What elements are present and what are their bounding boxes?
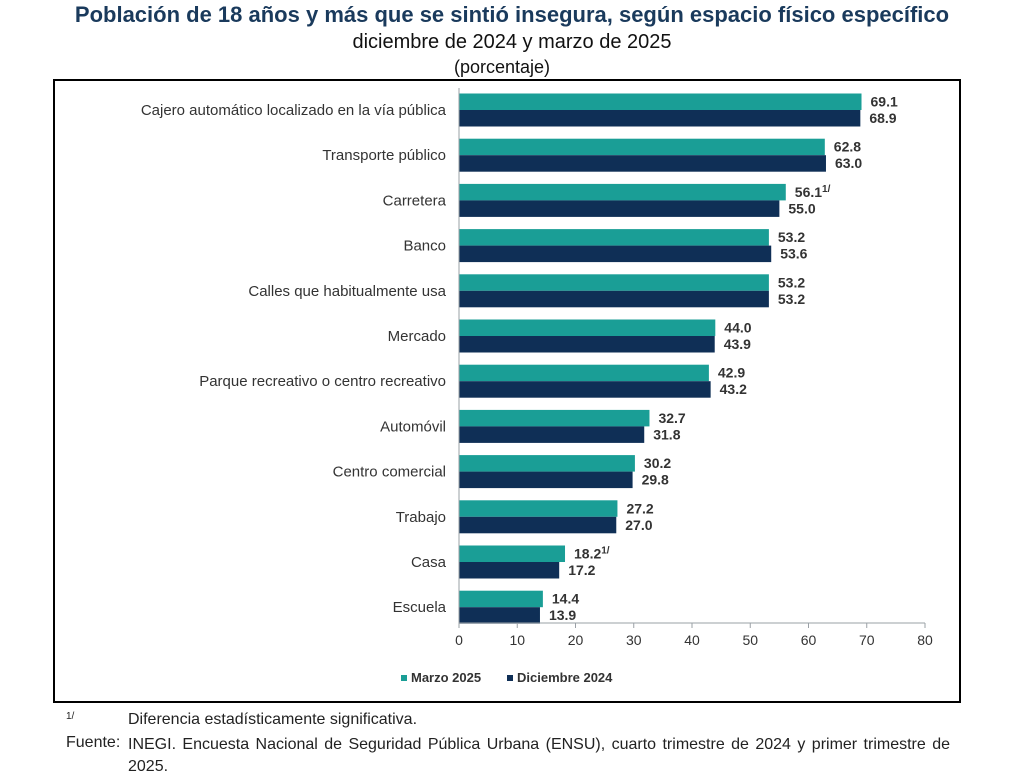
x-tick-label-50: 50 xyxy=(742,632,758,648)
bar-diciembre-2024-trabajo xyxy=(459,516,617,534)
bar-diciembre-2024-parque-recreativo-o-centro-recreativo xyxy=(459,381,711,398)
data-label-marzo-2025-calles-que-habitualmente-usa: 53.2 xyxy=(778,274,805,290)
data-label-marzo-2025-parque-recreativo-o-centro-recreativo: 42.9 xyxy=(718,365,745,381)
bar-marzo-2025-centro-comercial xyxy=(459,455,635,472)
x-tick-label-80: 80 xyxy=(917,632,933,648)
bar-diciembre-2024-calles-que-habitualmente-usa xyxy=(459,290,769,308)
significance-marker: 1/ xyxy=(601,546,610,557)
source-text: INEGI. Encuesta Nacional de Seguridad Pú… xyxy=(128,736,950,775)
chart-subtitle: diciembre de 2024 y marzo de 2025 xyxy=(352,31,672,53)
bar-diciembre-2024-escuela xyxy=(459,607,540,624)
data-label-diciembre-2024-banco: 53.6 xyxy=(780,246,807,262)
data-label-diciembre-2024-trabajo: 27.0 xyxy=(625,517,652,533)
bar-diciembre-2024-transporte-publico xyxy=(459,155,826,172)
bar-diciembre-2024-centro-comercial xyxy=(459,471,633,489)
bar-diciembre-2024-casa xyxy=(459,562,560,579)
bar-marzo-2025-transporte-publico xyxy=(459,138,825,156)
data-label-marzo-2025-centro-comercial: 30.2 xyxy=(644,455,671,471)
source-label: Fuente: xyxy=(66,734,121,751)
category-label-centro-comercial: Centro comercial xyxy=(333,464,446,481)
legend-label-marzo-2025: Marzo 2025 xyxy=(411,670,482,685)
bar-diciembre-2024-banco xyxy=(459,245,772,263)
legend-item-diciembre-2024: Diciembre 2024 xyxy=(507,670,612,685)
data-label-diciembre-2024-cajero-automatico-localizado-en-la-via-publica: 68.9 xyxy=(869,110,896,126)
category-label-trabajo: Trabajo xyxy=(396,509,446,526)
data-label-diciembre-2024-parque-recreativo-o-centro-recreativo: 43.2 xyxy=(720,381,747,397)
footnote-marker: 1/ xyxy=(66,711,75,722)
legend-label-diciembre-2024: Diciembre 2024 xyxy=(517,670,613,685)
x-tick-label-10: 10 xyxy=(509,632,525,648)
category-label-escuela: Escuela xyxy=(393,599,447,616)
chart-title: Población de 18 años y más que se sintió… xyxy=(74,2,950,27)
legend-swatch-diciembre-2024 xyxy=(507,674,513,681)
data-label-marzo-2025-transporte-publico: 62.8 xyxy=(834,139,861,155)
bar-marzo-2025-calles-que-habitualmente-usa xyxy=(459,274,769,291)
data-label-diciembre-2024-escuela: 13.9 xyxy=(549,607,576,623)
bar-marzo-2025-carretera xyxy=(459,183,786,201)
bar-diciembre-2024-mercado xyxy=(459,336,715,353)
data-label-diciembre-2024-automovil: 31.8 xyxy=(653,426,680,442)
data-label-marzo-2025-carretera: 56.11/ xyxy=(795,184,831,200)
data-label-diciembre-2024-calles-que-habitualmente-usa: 53.2 xyxy=(778,291,805,307)
bar-diciembre-2024-cajero-automatico-localizado-en-la-via-publica xyxy=(459,110,861,127)
data-label-marzo-2025-escuela: 14.4 xyxy=(552,591,579,607)
bar-marzo-2025-parque-recreativo-o-centro-recreativo xyxy=(459,364,709,382)
bar-marzo-2025-trabajo xyxy=(459,500,618,517)
x-tick-label-30: 30 xyxy=(626,632,642,648)
category-label-carretera: Carretera xyxy=(383,192,447,209)
category-label-cajero-automatico-localizado-en-la-via-publica: Cajero automático localizado en la vía p… xyxy=(141,102,447,119)
data-label-marzo-2025-automovil: 32.7 xyxy=(658,410,685,426)
data-label-marzo-2025-casa: 18.21/ xyxy=(574,546,610,562)
chart-frame xyxy=(53,79,961,703)
data-label-marzo-2025-cajero-automatico-localizado-en-la-via-publica: 69.1 xyxy=(871,94,898,110)
bar-marzo-2025-cajero-automatico-localizado-en-la-via-publica xyxy=(459,93,862,110)
x-tick-label-70: 70 xyxy=(859,632,875,648)
x-tick-label-60: 60 xyxy=(801,632,817,648)
data-label-marzo-2025-banco: 53.2 xyxy=(778,229,805,245)
bar-diciembre-2024-carretera xyxy=(459,200,780,217)
chart-unit: (porcentaje) xyxy=(453,57,551,77)
legend-item-marzo-2025: Marzo 2025 xyxy=(401,670,481,685)
significance-marker: 1/ xyxy=(822,184,831,195)
data-label-diciembre-2024-centro-comercial: 29.8 xyxy=(642,472,669,488)
bar-marzo-2025-mercado xyxy=(459,319,716,336)
data-label-diciembre-2024-carretera: 55.0 xyxy=(788,200,815,216)
bar-marzo-2025-automovil xyxy=(459,409,650,427)
data-label-marzo-2025-trabajo: 27.2 xyxy=(626,500,653,516)
legend: Marzo 2025 Diciembre 2024 xyxy=(0,670,1024,688)
data-label-marzo-2025-mercado: 44.0 xyxy=(724,320,751,336)
x-tick-label-40: 40 xyxy=(684,632,700,648)
data-label-diciembre-2024-mercado: 43.9 xyxy=(724,336,751,352)
category-label-parque-recreativo-o-centro-recreativo: Parque recreativo o centro recreativo xyxy=(199,373,446,390)
legend-swatch-marzo-2025 xyxy=(401,674,407,681)
category-label-calles-que-habitualmente-usa: Calles que habitualmente usa xyxy=(248,283,446,300)
bar-marzo-2025-escuela xyxy=(459,590,543,608)
x-tick-label-20: 20 xyxy=(568,632,584,648)
bar-marzo-2025-banco xyxy=(459,229,769,246)
category-label-transporte-publico: Transporte público xyxy=(322,147,446,164)
x-tick-label-0: 0 xyxy=(455,632,463,648)
category-label-automovil: Automóvil xyxy=(380,418,446,435)
category-label-casa: Casa xyxy=(411,554,447,571)
data-label-diciembre-2024-casa: 17.2 xyxy=(568,562,595,578)
footnote-text: Diferencia estadísticamente significativ… xyxy=(128,711,418,728)
category-label-banco: Banco xyxy=(403,238,446,255)
category-label-mercado: Mercado xyxy=(388,328,446,345)
data-label-diciembre-2024-transporte-publico: 63.0 xyxy=(835,155,862,171)
bar-marzo-2025-casa xyxy=(459,545,566,562)
bar-diciembre-2024-automovil xyxy=(459,426,645,443)
